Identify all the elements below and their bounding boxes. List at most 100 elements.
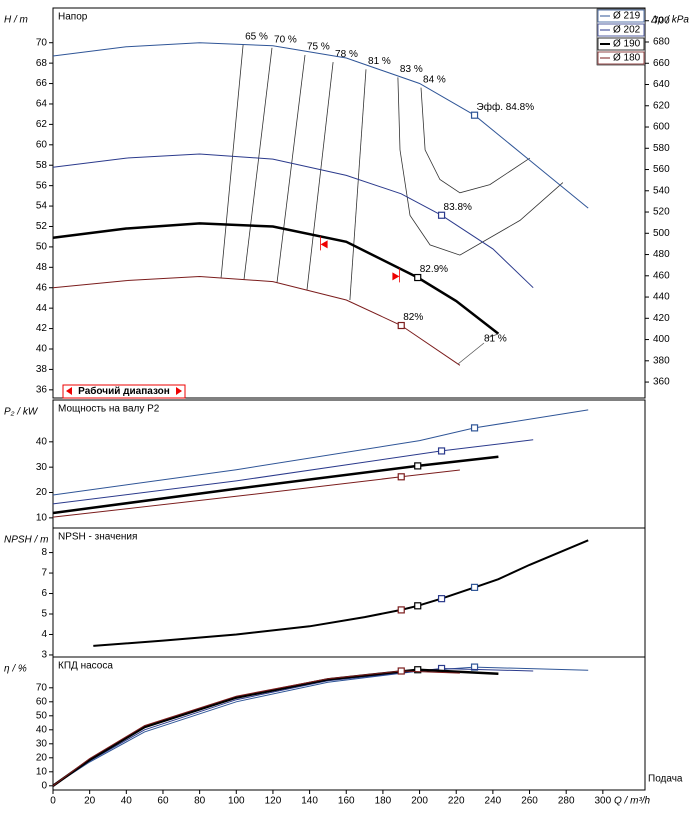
y-tick-label: 38 [36,364,48,375]
legend: Ø 219 Ø 202 Ø 190 Ø 180 [596,8,646,66]
panel-title: Напор [58,12,88,23]
panel-frame [52,527,646,658]
y-tick-label: 44 [36,303,48,314]
curve [52,469,460,518]
duty-point [437,447,446,455]
y-tick-label: 4 [41,629,47,640]
legend-entry-box [597,9,645,23]
y-axis-label: NPSH / m [4,535,48,546]
duty-point [414,602,422,610]
x-tick-label: 300 [595,796,612,807]
y-tick-label: 50 [36,242,48,253]
x-tick-label: 260 [521,796,538,807]
y2-tick-label: 680 [653,37,670,48]
duty-point [397,473,405,481]
curve [93,539,589,647]
duty-label: 82% [403,312,423,323]
duty-point [397,667,405,675]
iso-efficiency-line [220,44,244,278]
curve [52,275,461,366]
x-tick-label: 240 [485,796,502,807]
y-tick-label: 64 [36,99,48,110]
range-marker [320,240,328,249]
iso-efficiency-line [243,47,273,280]
duty-point [437,211,446,219]
legend-label: Ø 190 [613,39,641,50]
y-tick-label: 46 [36,282,48,293]
y-tick-label: 60 [36,139,48,150]
iso-efficiency-label: 84 % [423,74,446,85]
iso-efficiency-label: 81 % [368,56,391,67]
legend-box [596,8,646,66]
range-box [62,384,186,399]
range-marker [392,272,400,281]
y-tick-label: 58 [36,160,48,171]
y-tick-label: 3 [41,650,47,661]
x-tick-label: 0 [50,796,56,807]
duty-label: 83.8% [444,202,472,213]
iso-efficiency-label: 83 % [400,64,423,75]
curve [52,153,534,289]
y-tick-label: 6 [41,588,47,599]
y2-axis-label: Δp / kPa [650,15,689,26]
iso-efficiency-line [397,77,564,256]
y-tick-label: 40 [36,436,48,447]
y-tick-label: 50 [36,710,48,721]
y2-tick-label: 640 [653,79,670,90]
duty-point [397,606,405,614]
iso-efficiency-line [306,62,334,290]
y2-tick-label: 660 [653,58,670,69]
y-tick-label: 7 [41,568,47,579]
y2-tick-label: 700 [653,15,670,26]
x-tick-label: 20 [84,796,96,807]
legend-entry-box [597,23,645,37]
x-tick-label: 280 [558,796,575,807]
y2-tick-label: 620 [653,100,670,111]
duty-point [397,321,405,330]
curve [52,409,589,496]
curve [52,439,534,505]
iso-efficiency-label: 65 % [245,31,268,42]
y-tick-label: 8 [41,547,47,558]
y-axis-label: η / % [4,664,27,675]
x-tick-label: 100 [228,796,245,807]
duty-point [414,462,422,470]
y2-tick-label: 580 [653,143,670,154]
y-axis-label: H / m [4,15,28,26]
y-tick-label: 70 [36,37,48,48]
y-axis-label: P₂ / kW [4,407,39,418]
duty-point [437,595,446,603]
y-tick-label: 68 [36,58,48,69]
duty-label: Эфф. 84.8% [477,101,535,113]
y-tick-label: 60 [36,696,48,707]
x-tick-label: 160 [338,796,355,807]
y2-tick-label: 560 [653,164,670,175]
leader-line [486,333,499,339]
x-tick-label: 200 [411,796,428,807]
legend-label: Ø 202 [613,25,641,36]
y2-tick-label: 520 [653,207,670,218]
legend-label: Ø 219 [613,11,641,22]
y2-tick-label: 440 [653,292,670,303]
x-axis-label: Q / m³/h [614,796,651,807]
duty-point [414,273,422,282]
y-tick-label: 42 [36,323,48,334]
y-tick-label: 56 [36,180,48,191]
y2-tick-label: 400 [653,334,670,345]
y-tick-label: 70 [36,682,48,693]
iso-efficiency-line [276,54,306,283]
y-tick-label: 5 [41,609,47,620]
duty-point [470,663,479,671]
panel-title: КПД насоса [58,661,113,672]
iso-efficiency-label: 78 % [335,49,358,60]
legend-entry-box [597,51,645,65]
y2-tick-label: 540 [653,185,670,196]
y2-tick-label: 600 [653,122,670,133]
panel-title: Мощность на валу P2 [58,404,160,415]
panel-frame [52,7,646,399]
x-tick-label: 120 [265,796,282,807]
y-tick-label: 48 [36,262,48,273]
legend-entry-box [597,37,645,51]
y-tick-label: 0 [41,780,47,791]
